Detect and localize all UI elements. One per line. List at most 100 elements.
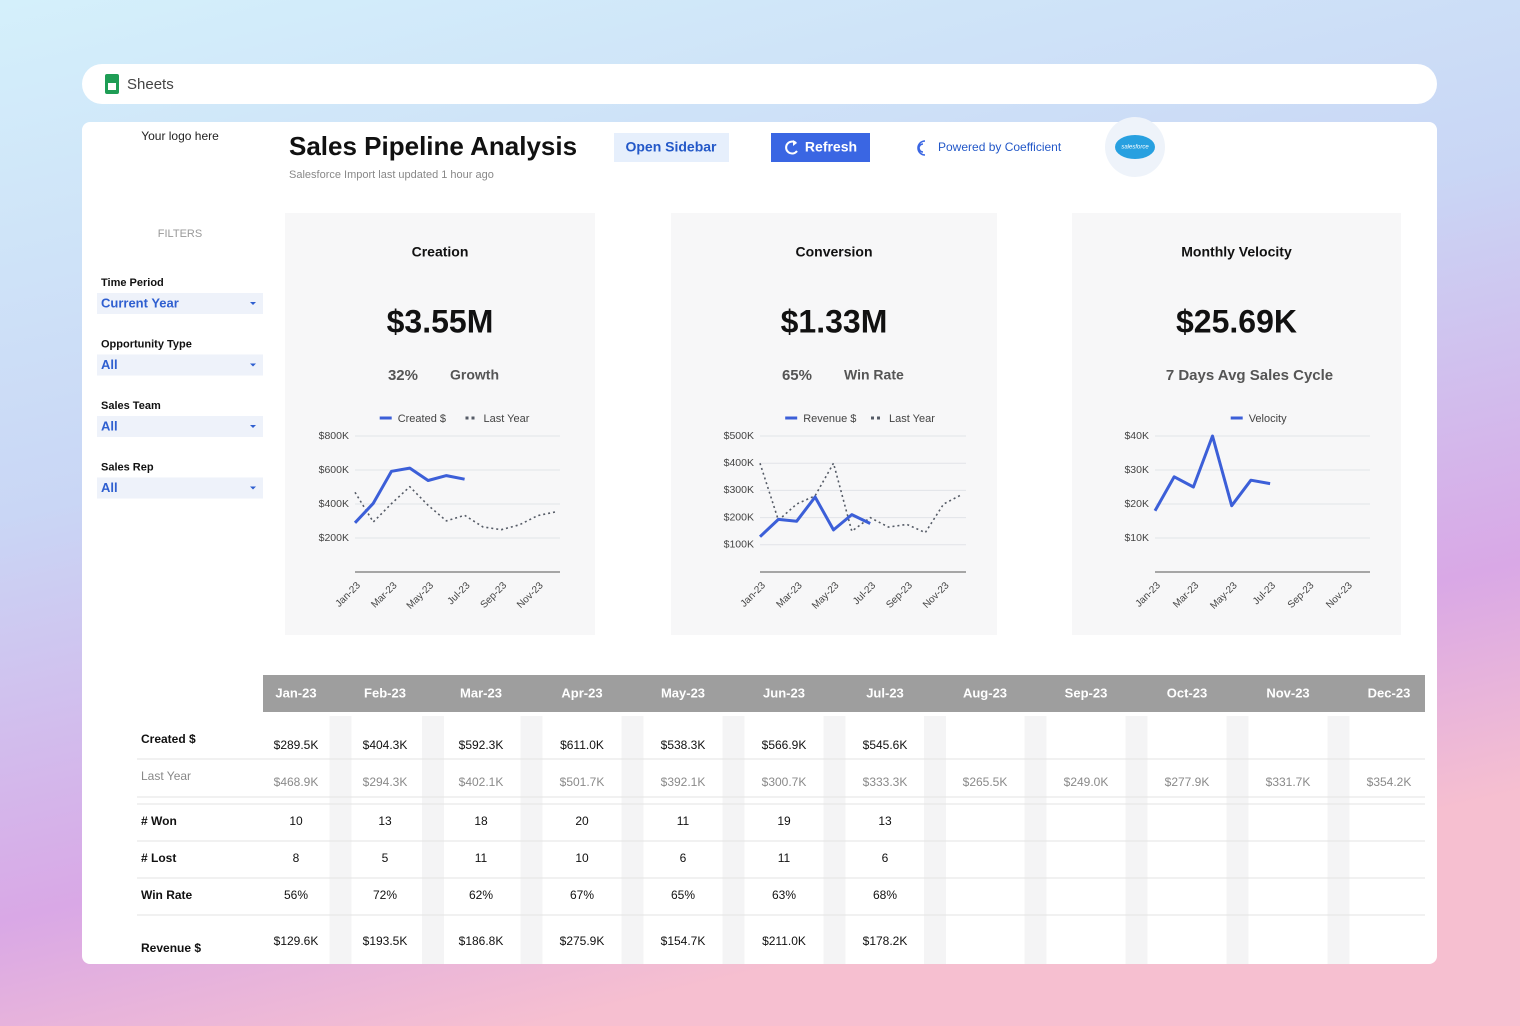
open-sidebar-label[interactable]: Open Sidebar: [625, 139, 717, 155]
table-cell: $592.3K: [459, 738, 504, 752]
table-cell: $566.9K: [762, 738, 807, 752]
table-cell: 11: [475, 851, 488, 865]
series-line: [759, 462, 963, 534]
filter-value[interactable]: All: [101, 480, 118, 495]
card-title: Conversion: [795, 244, 872, 260]
filter-label: Opportunity Type: [101, 338, 192, 350]
table-cell: $404.3K: [363, 738, 408, 752]
column-gap: [621, 716, 644, 964]
table-header: [263, 675, 1425, 712]
table-cell: 13: [378, 814, 392, 828]
table-cell: $545.6K: [863, 738, 908, 752]
row-label: Created $: [141, 732, 196, 746]
table-cell: 62%: [469, 888, 493, 902]
filter-dropdown[interactable]: [97, 354, 263, 376]
column-gap: [924, 716, 946, 964]
y-tick-label: $100K: [724, 539, 754, 551]
y-tick-label: $40K: [1124, 430, 1149, 442]
table-cell: 8: [293, 851, 300, 865]
series-line: [353, 466, 465, 524]
filter-value[interactable]: All: [101, 357, 118, 372]
filter-dropdown[interactable]: [97, 293, 263, 314]
y-tick-label: $200K: [319, 532, 349, 544]
table-cell: 63%: [772, 888, 796, 902]
table-cell: 67%: [570, 888, 594, 902]
filter-dropdown[interactable]: [97, 416, 263, 437]
kpi-card: [1072, 213, 1401, 635]
dropdown-arrow[interactable]: [250, 425, 256, 428]
table-cell: 11: [677, 814, 690, 828]
column-header: Dec-23: [1368, 685, 1411, 700]
card-kpi: $1.33M: [781, 303, 888, 339]
y-tick-label: $400K: [319, 498, 349, 510]
column-header: Mar-23: [460, 685, 502, 700]
card-title: Monthly Velocity: [1181, 244, 1292, 260]
table-cell: 11: [778, 851, 791, 865]
logo-placeholder: Your logo here: [141, 129, 219, 143]
table-cell: 65%: [671, 888, 695, 902]
refresh-label[interactable]: Refresh: [805, 139, 857, 155]
column-gap: [520, 716, 543, 964]
table-cell: 6: [882, 851, 889, 865]
card-title: Creation: [412, 244, 469, 260]
sheets-icon-grid: [108, 83, 116, 90]
filter-value[interactable]: All: [101, 418, 118, 433]
filter-label: Sales Rep: [101, 461, 154, 473]
table-cell: 10: [289, 814, 303, 828]
column-header: May-23: [661, 685, 705, 700]
row-label: # Lost: [141, 851, 176, 865]
table-cell: $300.7K: [762, 775, 807, 789]
y-tick-label: $20K: [1124, 498, 1149, 510]
y-tick-label: $30K: [1124, 464, 1149, 476]
filter-label: Sales Team: [101, 400, 161, 412]
open-sidebar-button[interactable]: [614, 133, 729, 162]
table-cell: $277.9K: [1165, 775, 1210, 789]
table-cell: $154.7K: [661, 934, 706, 948]
dropdown-arrow[interactable]: [250, 363, 256, 367]
card-metric-label: Growth: [450, 367, 499, 383]
column-gap: [1125, 716, 1148, 964]
y-tick-label: $400K: [724, 457, 754, 469]
column-header: Apr-23: [561, 685, 602, 700]
card-metric-label: Win Rate: [844, 367, 904, 383]
table-cell: 5: [382, 851, 389, 865]
card-metric: 65%: [782, 367, 812, 384]
table-cell: $211.0K: [762, 934, 806, 948]
y-tick-label: $300K: [724, 484, 754, 496]
legend-label: Velocity: [1249, 413, 1287, 425]
dashboard-title: Sales Pipeline Analysis: [289, 131, 577, 161]
column-header: Nov-23: [1266, 685, 1309, 700]
table-cell: $265.5K: [963, 775, 1008, 789]
row-label: Revenue $: [141, 941, 201, 955]
dropdown-arrow[interactable]: [250, 302, 256, 305]
filters-heading: FILTERS: [158, 228, 202, 240]
card-kpi: $3.55M: [387, 303, 494, 339]
y-tick-label: $10K: [1124, 532, 1149, 544]
table-cell: 10: [575, 851, 589, 865]
kpi-card: [285, 213, 595, 635]
filter-value[interactable]: Current Year: [101, 295, 179, 310]
column-header: Feb-23: [364, 685, 406, 700]
table-cell: $402.1K: [459, 775, 504, 789]
table-cell: $294.3K: [363, 775, 408, 789]
table-cell: 13: [878, 814, 892, 828]
filter-dropdown[interactable]: [97, 477, 263, 499]
coefficient-icon: [917, 140, 926, 156]
series-line: [758, 495, 871, 538]
refresh-icon: [785, 140, 798, 155]
card-kpi: $25.69K: [1176, 303, 1297, 339]
y-tick-label: $800K: [319, 430, 349, 442]
table-cell: $129.6K: [274, 934, 319, 948]
column-gap: [329, 716, 352, 964]
table-cell: $501.7K: [560, 775, 605, 789]
table-cell: 6: [680, 851, 687, 865]
column-header: Jul-23: [866, 685, 904, 700]
y-tick-label: $200K: [724, 511, 754, 523]
table-cell: 56%: [284, 888, 308, 902]
table-cell: $249.0K: [1064, 775, 1109, 789]
table-cell: 20: [575, 814, 589, 828]
table-cell: $354.2K: [1367, 775, 1412, 789]
dropdown-arrow[interactable]: [250, 486, 256, 490]
table-cell: $538.3K: [661, 738, 706, 752]
refresh-button[interactable]: [771, 133, 870, 162]
